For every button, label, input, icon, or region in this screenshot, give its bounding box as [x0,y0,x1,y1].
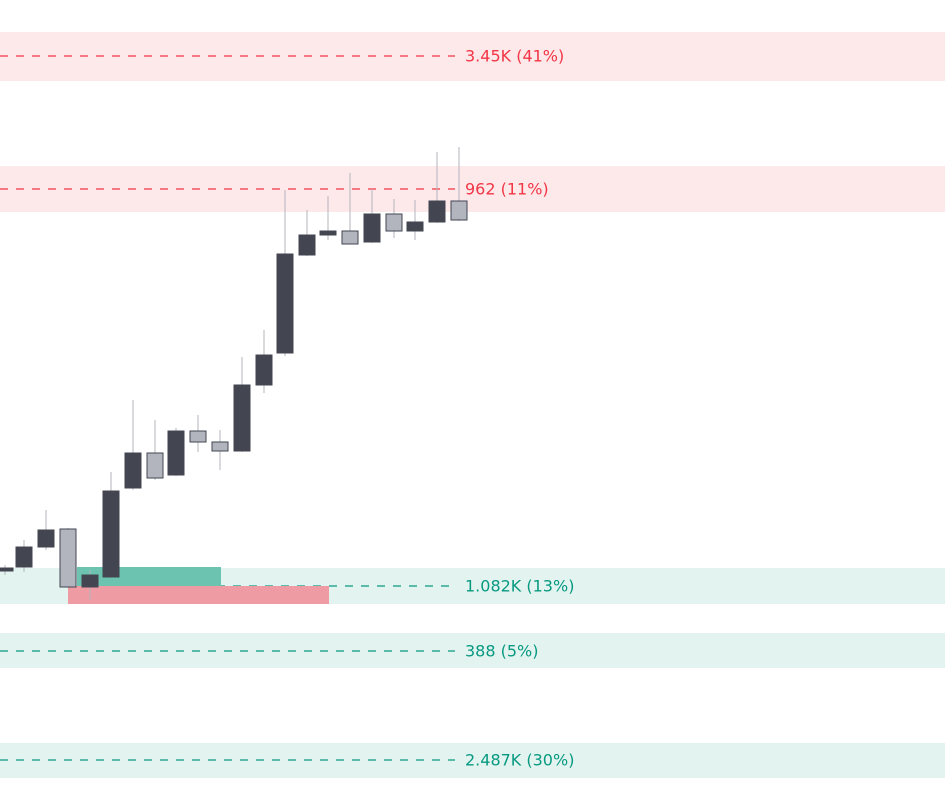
level-band [0,166,945,212]
candle-body [428,200,446,223]
candle-body [15,546,33,568]
candle-body [385,213,403,232]
level-band [0,633,945,668]
candle-body [319,230,337,236]
level-label: 388 (5%) [465,642,539,661]
candle-body [298,234,316,256]
level-band [0,32,945,81]
candle-body [189,430,207,443]
level-labels: 3.45K (41%) 962 (11%) 1.082K (13%) 388 (5%)… [465,47,574,770]
level-label: 2.487K (30%) [465,751,574,770]
level-band [0,743,945,778]
candle-body [363,213,381,243]
candle-body [341,230,359,245]
level-label: 962 (11%) [465,180,549,199]
loss-zone [68,586,329,604]
level-label: 1.082K (13%) [465,577,574,596]
candle-body [450,200,468,221]
candle-body [167,430,185,476]
candle-body [0,567,14,572]
candle-body [102,490,120,578]
candle-body [255,354,273,386]
candle-body [276,253,294,354]
candle-body [146,452,164,479]
candles [0,147,468,600]
candle-body [59,528,77,588]
candle-body [233,384,251,452]
candle-body [37,529,55,548]
level-bands [0,32,945,778]
candle-body [124,452,142,489]
candle-body [211,441,229,452]
profit-zone [77,567,221,586]
candle-body [81,574,99,588]
candle-body [406,221,424,232]
level-label: 3.45K (41%) [465,47,564,66]
